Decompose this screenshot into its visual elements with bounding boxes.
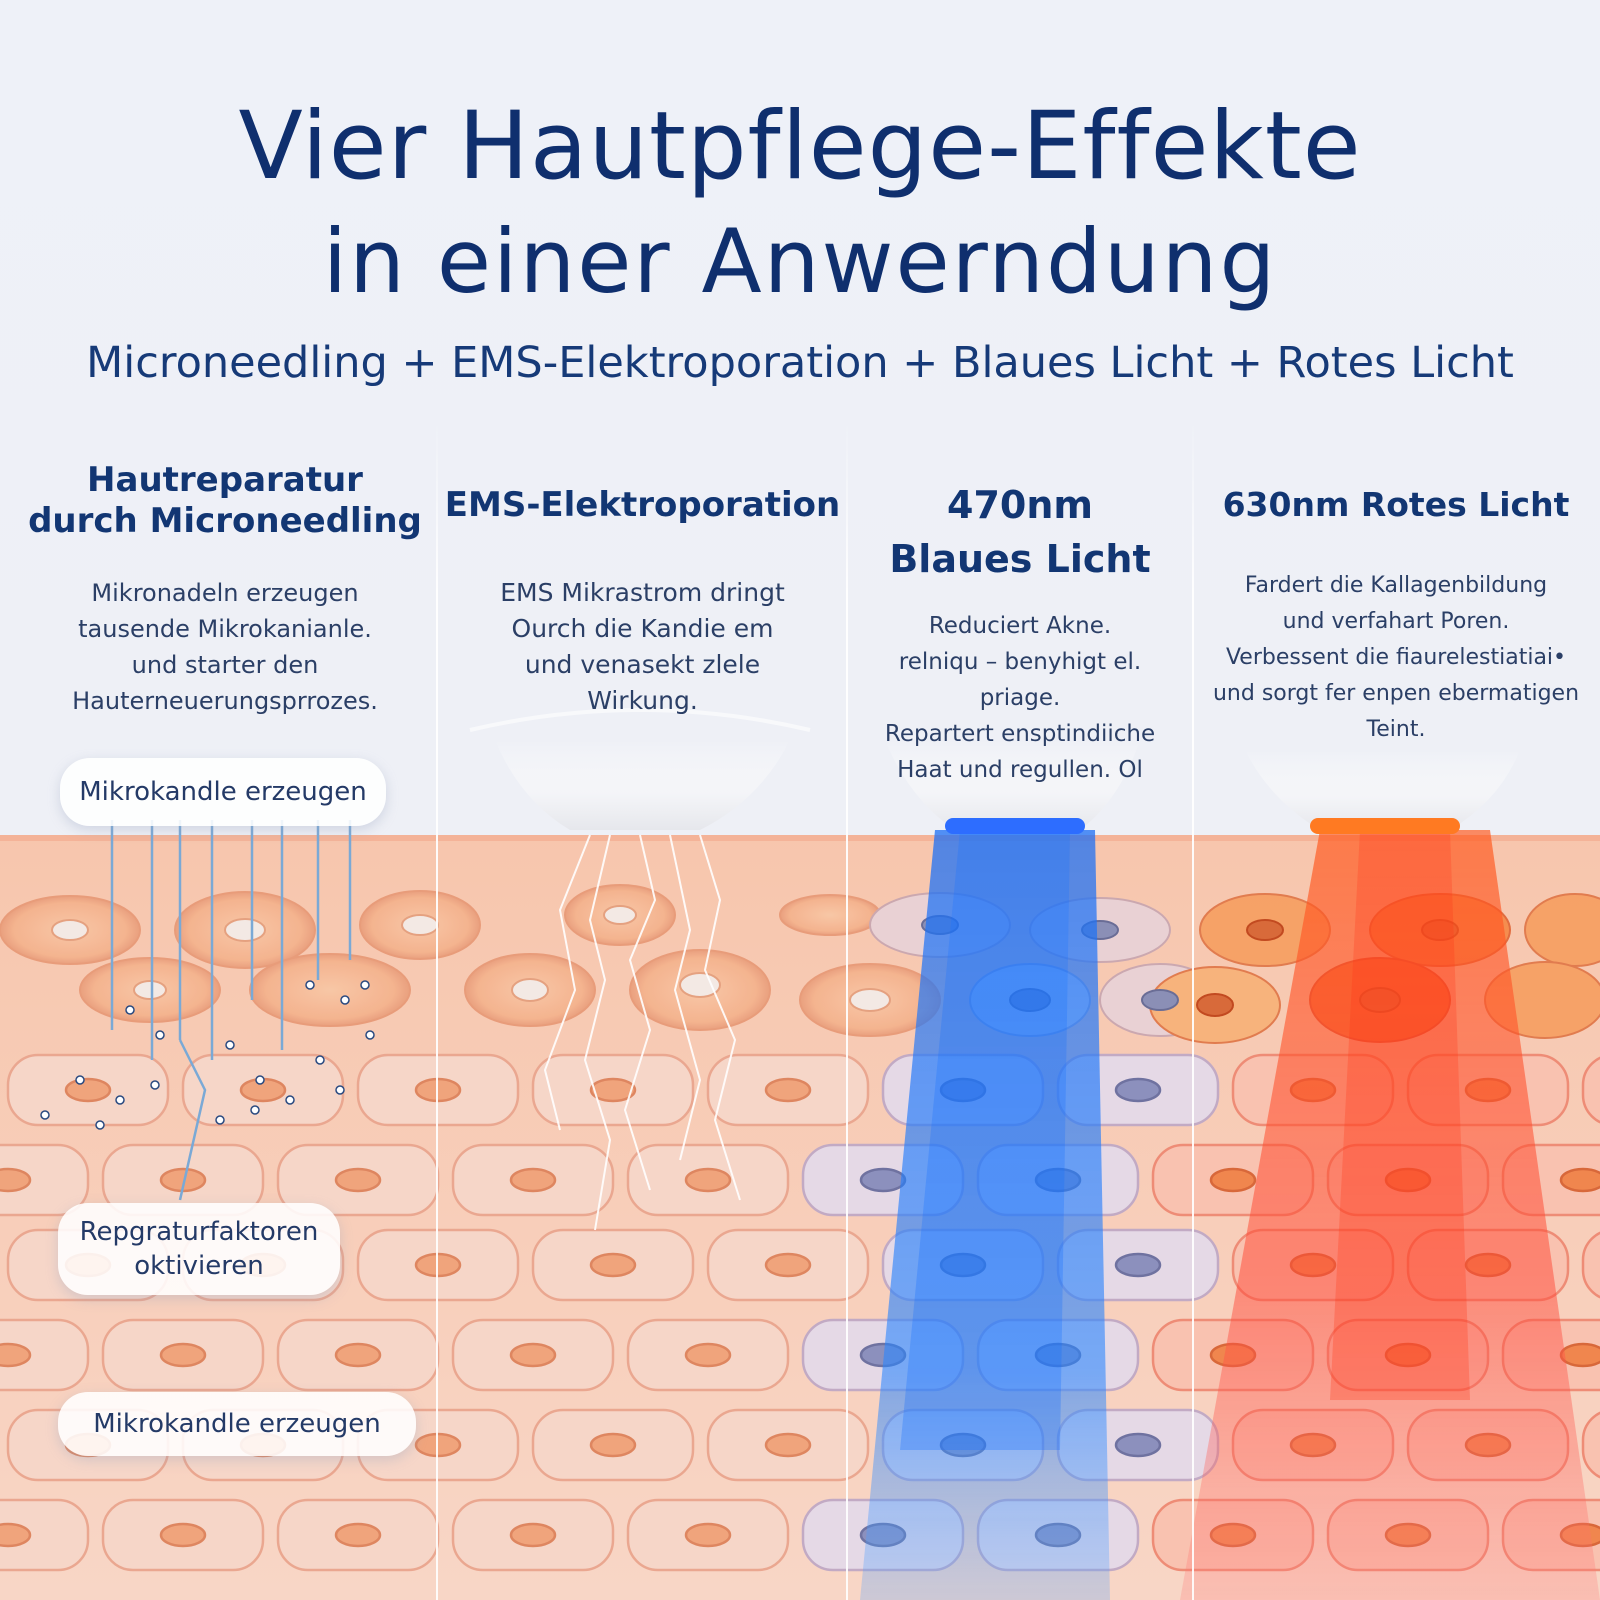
skin-cell xyxy=(1581,1056,1600,1124)
heading-line: durch Microneedling xyxy=(28,500,422,541)
cell-nucleus xyxy=(684,1342,732,1368)
skin-cell xyxy=(1581,1231,1600,1299)
column-heading-blue-light: 470nm Blaues Licht xyxy=(850,478,1190,586)
column-heading-red-light: 630nm Rotes Licht xyxy=(1196,485,1596,525)
label-pill-microchannels: Mikrokandle erzeugen xyxy=(60,758,386,826)
cell-nucleus xyxy=(764,1432,812,1458)
skin-cell xyxy=(1581,1411,1600,1479)
column-text-microneedling: Mikronadeln erzeugen tausende Mikrokania… xyxy=(20,575,430,719)
cell-nucleus xyxy=(0,1167,32,1193)
text-line: Mikronadeln erzeugen xyxy=(91,579,359,607)
text-line: und sorgt fer enpen ebermatigen xyxy=(1212,681,1580,706)
cell-nucleus xyxy=(414,1432,462,1458)
cell-nucleus xyxy=(684,1167,732,1193)
cell-nucleus xyxy=(64,1077,112,1103)
label-pill-microchannels-2: Mikrokandle erzeugen xyxy=(58,1392,416,1456)
cell-nucleus xyxy=(0,1342,32,1368)
column-text-red-light: Fardert die Kallagenbildung und verfahar… xyxy=(1196,568,1596,748)
text-line: EMS Mikrastrom dringt xyxy=(500,578,785,607)
column-divider xyxy=(846,420,848,1600)
cell-nucleus xyxy=(334,1167,382,1193)
column-text-blue-light: Reduciert Akne. relniqu – benyhigt el. p… xyxy=(850,608,1190,788)
cell-nucleus xyxy=(764,1077,812,1103)
cell-nucleus xyxy=(414,1252,462,1278)
heading-line: 630nm Rotes Licht xyxy=(1222,485,1570,524)
cell-nucleus xyxy=(684,1522,732,1548)
cell-nucleus xyxy=(589,1252,637,1278)
cell-nucleus xyxy=(414,1077,462,1103)
page-title-line2: in einer Anwerndung xyxy=(322,210,1278,313)
text-line: priage. xyxy=(979,685,1061,711)
cell-nucleus xyxy=(334,1342,382,1368)
column-divider xyxy=(1192,420,1194,1600)
cell-nucleus xyxy=(764,1252,812,1278)
text-line: Fardert die Kallagenbildung xyxy=(1244,573,1548,598)
skin-cell xyxy=(0,1318,90,1392)
text-line: Verbessent die fiaurelestiatiai• xyxy=(1225,645,1567,670)
cell-nucleus xyxy=(1559,1167,1600,1193)
column-heading-microneedling: Hautreparatur durch Microneedling xyxy=(20,460,430,542)
pill-label: Mikrokandle erzeugen xyxy=(79,777,367,807)
pill-label: Mikrokandle erzeugen xyxy=(93,1409,381,1439)
text-line: Teint. xyxy=(1366,717,1426,742)
text-line: und verfahart Poren. xyxy=(1282,609,1510,634)
cell-nucleus xyxy=(589,1432,637,1458)
cell-nucleus xyxy=(509,1522,557,1548)
cell-nucleus xyxy=(0,1522,32,1548)
cell-nucleus xyxy=(159,1342,207,1368)
heading-line: Blaues Licht xyxy=(889,537,1151,581)
text-line: Reduciert Akne. xyxy=(928,613,1112,639)
cell-nucleus xyxy=(1114,1077,1162,1103)
page-subtitle: Microneedling + EMS-Elektroporation + Bl… xyxy=(86,338,1514,388)
cell-nucleus xyxy=(334,1522,382,1548)
pill-label: oktivieren xyxy=(134,1251,264,1281)
skin-cell xyxy=(0,1143,90,1217)
cell-nucleus xyxy=(1559,1342,1600,1368)
label-pill-repair-factors: Repgraturfaktoren oktivieren xyxy=(58,1203,340,1295)
text-line: und venasekt zlele xyxy=(524,650,761,679)
cell-nucleus xyxy=(1114,1252,1162,1278)
cell-nucleus xyxy=(1114,1432,1162,1458)
text-line: Ourch die Kandie em xyxy=(511,614,774,643)
page-title: Vier Hautpflege-Effekte xyxy=(238,92,1362,201)
text-line: Wirkung. xyxy=(587,686,698,715)
cell-nucleus xyxy=(589,1077,637,1103)
column-heading-ems: EMS-Elektroporation xyxy=(440,485,845,526)
cell-nucleus xyxy=(1209,1167,1257,1193)
cell-nucleus xyxy=(509,1167,557,1193)
heading-line: 470nm xyxy=(947,483,1093,527)
text-line: relniqu – benyhigt el. xyxy=(898,649,1142,675)
text-line: tausende Mikrokanianle. xyxy=(78,615,372,643)
skin-cell xyxy=(0,1498,90,1572)
column-divider xyxy=(436,420,438,1600)
text-line: Haat und regullen. Ol xyxy=(897,757,1143,783)
cell-nucleus xyxy=(509,1342,557,1368)
pill-label: Repgraturfaktoren xyxy=(79,1217,319,1247)
cell-nucleus xyxy=(159,1522,207,1548)
text-line: und starter den xyxy=(131,651,319,679)
column-text-ems: EMS Mikrastrom dringt Ourch die Kandie e… xyxy=(440,575,845,719)
heading-line: EMS-Elektroporation xyxy=(444,485,841,525)
cell-nucleus xyxy=(859,1167,907,1193)
text-line: Hauterneuerungsprrozes. xyxy=(72,687,378,715)
heading-line: Hautreparatur xyxy=(87,460,363,500)
text-line: Repartert ensptindiiche xyxy=(884,721,1156,747)
